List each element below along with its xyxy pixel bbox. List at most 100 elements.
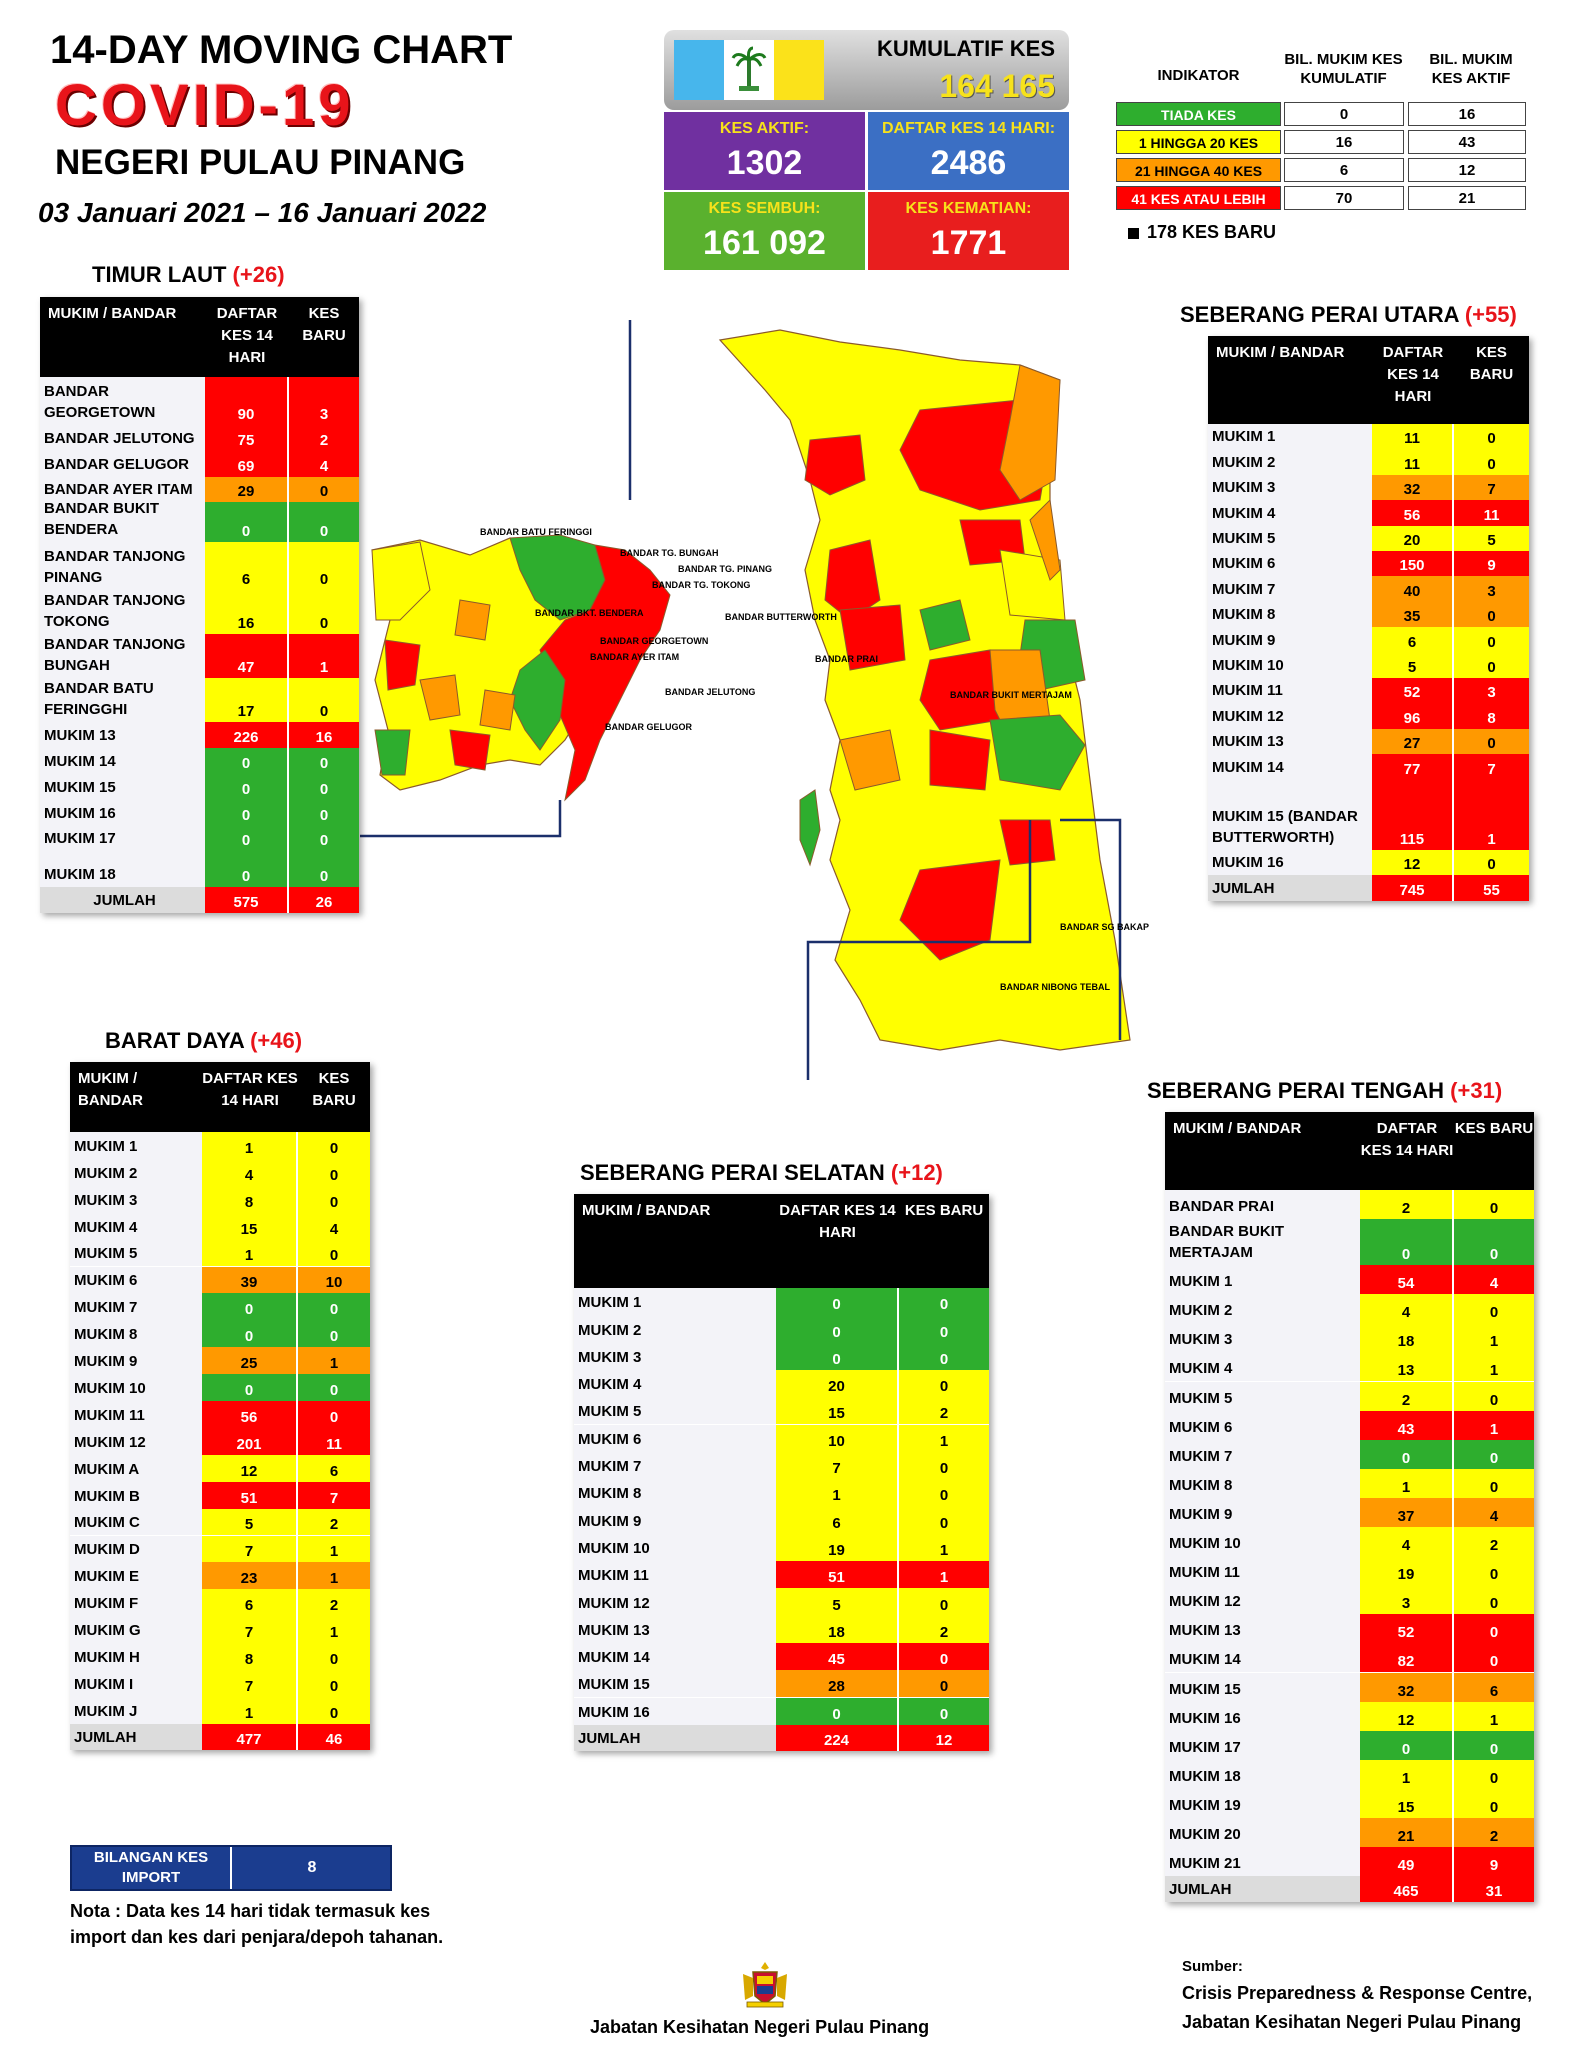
mukim-name: MUKIM H <box>70 1643 202 1670</box>
kes-baru-value: 0 <box>1454 1643 1534 1673</box>
kes-baru-value: 6 <box>1454 1672 1534 1702</box>
kes-baru-value: 2 <box>298 1589 370 1617</box>
indicator-active-value: 21 <box>1408 186 1526 210</box>
daftar-value: 56 <box>202 1401 298 1428</box>
table-row: MUKIM 8 35 0 <box>1208 601 1529 628</box>
mukim-name: MUKIM 2 <box>1208 449 1372 475</box>
daftar-value: 4 <box>202 1158 298 1186</box>
daftar-value: 0 <box>205 825 289 852</box>
district-name: BARAT DAYA <box>105 1028 244 1053</box>
kes-baru-value: 0 <box>289 774 359 800</box>
total-daftar: 477 <box>202 1723 298 1750</box>
kes-baru-value: 1 <box>899 1533 989 1561</box>
mukim-name: MUKIM 11 <box>1208 678 1372 704</box>
mukim-name: MUKIM 9 <box>574 1506 776 1534</box>
table-row: MUKIM 18 1 0 <box>1165 1759 1534 1789</box>
daftar-value: 0 <box>205 502 289 543</box>
kes-baru-value: 0 <box>1454 728 1529 755</box>
kes-baru-value: 4 <box>1454 1265 1534 1295</box>
active-cases-box: KES AKTIF: 1302 <box>664 112 865 190</box>
mukim-name: MUKIM 16 <box>1165 1701 1360 1731</box>
cumulative-banner: KUMULATIF KES 164 165 <box>664 30 1069 110</box>
mukim-name: BANDAR TANJONG PINANG <box>40 542 205 591</box>
table-header: MUKIM / BANDAR DAFTAR KES 14 HARI KES BARU <box>70 1062 370 1132</box>
mukim-name: BANDAR TANJONG TOKONG <box>40 590 205 635</box>
mukim-name: MUKIM 12 <box>70 1427 202 1455</box>
kes-baru-value: 0 <box>298 1158 370 1186</box>
header-kes-baru: KES BARU <box>302 305 346 344</box>
mukim-name: MUKIM D <box>70 1535 202 1563</box>
daftar-value: 0 <box>205 774 289 800</box>
mukim-name: MUKIM 4 <box>574 1369 776 1398</box>
mukim-name: BANDAR BUKIT BENDERA <box>40 500 205 543</box>
kes-baru-value: 9 <box>1454 551 1529 577</box>
import-label: BILANGAN KES IMPORT <box>72 1847 232 1889</box>
kes-baru-value: 2 <box>289 425 359 451</box>
kes-baru-value: 3 <box>289 377 359 425</box>
mukim-name: MUKIM 4 <box>1208 500 1372 526</box>
district-new-cases: (+46) <box>250 1028 303 1053</box>
kes-baru-value: 7 <box>1454 754 1529 780</box>
kes-baru-value: 0 <box>1454 424 1529 450</box>
mukim-name: MUKIM 8 <box>70 1320 202 1348</box>
mukim-name: MUKIM 3 <box>70 1185 202 1213</box>
label-tg-tokong: BANDAR TG. TOKONG <box>652 580 750 590</box>
mukim-name: MUKIM 20 <box>1165 1818 1360 1848</box>
jerejak-island <box>799 789 821 867</box>
indicator-header: INDIKATOR <box>1157 67 1240 84</box>
daftar-value: 2 <box>1360 1190 1454 1220</box>
fourteen-day-box: DAFTAR KES 14 HARI: 2486 <box>868 112 1069 190</box>
kes-baru-value: 9 <box>1454 1847 1534 1877</box>
kes-baru-value: 0 <box>1454 652 1529 678</box>
district-title: TIMUR LAUT (+26) <box>92 262 285 288</box>
total-row: JUMLAH 745 55 <box>1208 875 1529 901</box>
header-daftar: DAFTAR KES 14 HARI <box>202 1070 298 1109</box>
mukim-name: MUKIM 1 <box>70 1132 202 1159</box>
daftar-value: 32 <box>1360 1672 1454 1702</box>
indicator-cumulative-value: 16 <box>1284 130 1404 154</box>
indicator-active-value: 12 <box>1408 158 1526 182</box>
mukim-name: MUKIM 8 <box>1165 1468 1360 1498</box>
daftar-value: 7 <box>776 1451 899 1480</box>
mukim-name: MUKIM 13 <box>1165 1614 1360 1644</box>
district-name: SEBERANG PERAI SELATAN <box>580 1160 885 1185</box>
mukim-name: MUKIM 6 <box>70 1266 202 1294</box>
kes-baru-value: 1 <box>1454 1352 1534 1382</box>
kes-baru-value: 0 <box>899 1697 989 1725</box>
table-row: MUKIM 4 20 0 <box>574 1369 989 1398</box>
daftar-value: 15 <box>202 1212 298 1240</box>
table-row: MUKIM 16 12 0 <box>1208 849 1529 875</box>
daftar-value: 0 <box>202 1293 298 1321</box>
kes-baru-value: 0 <box>1454 1219 1534 1266</box>
district-new-cases: (+55) <box>1464 302 1517 327</box>
mukim-name: MUKIM 14 <box>1165 1643 1360 1673</box>
daftar-value: 39 <box>202 1266 298 1294</box>
kes-baru-value: 0 <box>1454 1614 1534 1644</box>
mukim-name: MUKIM F <box>70 1589 202 1617</box>
kes-baru-value: 0 <box>899 1288 989 1316</box>
kes-baru-value: 0 <box>298 1239 370 1267</box>
table-row: MUKIM 6 39 10 <box>70 1266 370 1294</box>
district-table: MUKIM / BANDAR DAFTAR KES 14 HARI KES BARU… <box>574 1194 989 1751</box>
table-row: MUKIM 14 77 7 <box>1208 754 1529 780</box>
daftar-value: 3 <box>1360 1585 1454 1615</box>
mukim-name: MUKIM 1 <box>574 1288 776 1316</box>
table-row: MUKIM 12 5 0 <box>574 1588 989 1616</box>
table-row: MUKIM 1 11 0 <box>1208 424 1529 450</box>
district-title: BARAT DAYA (+46) <box>105 1028 302 1054</box>
kes-baru-value: 0 <box>289 476 359 503</box>
district-name: TIMUR LAUT <box>92 262 227 287</box>
district-new-cases: (+26) <box>232 262 285 287</box>
daftar-value: 0 <box>202 1320 298 1348</box>
mukim-name: MUKIM 3 <box>574 1342 776 1370</box>
kes-baru-value: 0 <box>298 1185 370 1213</box>
district-new-cases: (+12) <box>890 1160 943 1185</box>
kes-baru-value: 0 <box>289 502 359 543</box>
total-row: JUMLAH 477 46 <box>70 1723 370 1750</box>
total-kes-baru: 31 <box>1454 1876 1534 1903</box>
mukim-name: MUKIM 7 <box>1208 576 1372 602</box>
daftar-value: 0 <box>202 1374 298 1401</box>
